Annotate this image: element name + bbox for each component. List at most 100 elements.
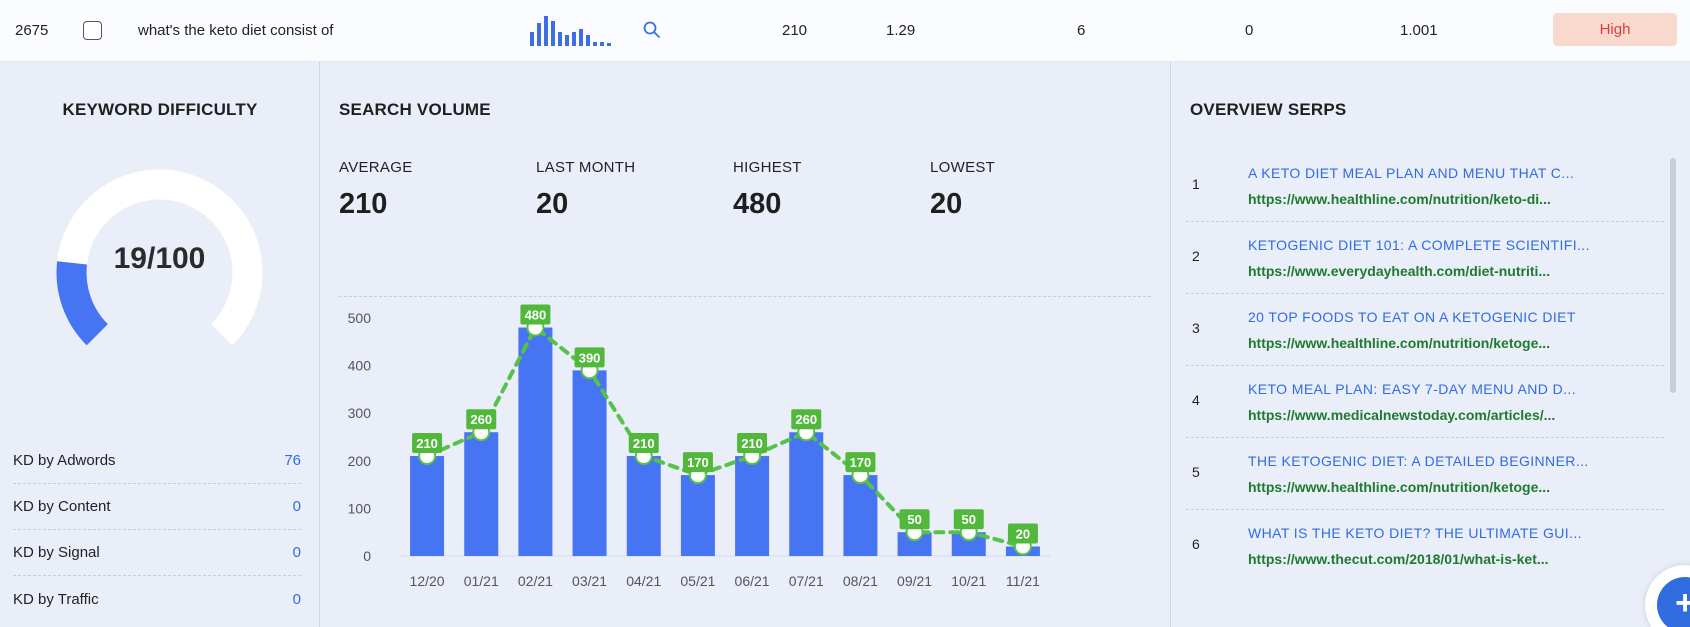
- serp-url[interactable]: https://www.medicalnewstoday.com/article…: [1248, 407, 1556, 423]
- data-label: 480: [525, 308, 547, 323]
- data-label: 210: [416, 436, 438, 451]
- data-label-bg: [1007, 523, 1038, 544]
- serp-rank: 4: [1192, 392, 1200, 408]
- data-label-bg: [520, 304, 551, 325]
- y-tick-label: 400: [348, 358, 372, 374]
- bar: [518, 327, 553, 556]
- serp-title-link[interactable]: KETOGENIC DIET 101: A COMPLETE SCIENTIFI…: [1248, 237, 1590, 253]
- x-tick-label: 10/21: [951, 573, 986, 589]
- data-label-bg: [412, 433, 443, 454]
- serp-url[interactable]: https://www.healthline.com/nutrition/ket…: [1248, 479, 1551, 495]
- x-tick-label: 12/20: [410, 573, 445, 589]
- serp-url[interactable]: https://www.thecut.com/2018/01/what-is-k…: [1248, 551, 1549, 567]
- stat-label: LAST MONTH: [536, 159, 636, 176]
- kd-breakdown: KD by Adwords 76 KD by Content 0 KD by S…: [13, 438, 301, 622]
- serp-url[interactable]: https://www.healthline.com/nutrition/ket…: [1248, 335, 1551, 351]
- search-icon[interactable]: [642, 20, 662, 40]
- x-tick-label: 02/21: [518, 573, 553, 589]
- data-label-bg: [953, 509, 984, 530]
- y-tick-label: 500: [348, 310, 372, 326]
- trend-bar: [607, 43, 611, 46]
- serp-item: 3 20 TOP FOODS TO EAT ON A KETOGENIC DIE…: [1186, 294, 1664, 366]
- y-tick-label: 0: [363, 548, 371, 564]
- row-zero-value: 0: [1245, 22, 1254, 39]
- serp-item: 5 THE KETOGENIC DIET: A DETAILED BEGINNE…: [1186, 438, 1664, 510]
- data-label-bg: [466, 409, 497, 430]
- serp-rank: 1: [1192, 176, 1200, 192]
- serp-title-link[interactable]: WHAT IS THE KETO DIET? THE ULTIMATE GUI.…: [1248, 525, 1582, 541]
- row-keyword[interactable]: what's the keto diet consist of: [138, 22, 334, 39]
- data-label-bg: [845, 452, 876, 473]
- add-fab-button[interactable]: +: [1645, 565, 1690, 627]
- stat-highest: HIGHEST 480: [733, 159, 802, 221]
- row-checkbox[interactable]: [83, 21, 102, 40]
- x-tick-label: 05/21: [680, 573, 715, 589]
- data-label: 390: [579, 350, 601, 365]
- difficulty-badge: High: [1553, 13, 1677, 46]
- trend-bar: [558, 32, 562, 46]
- trend-bar: [530, 32, 534, 46]
- trend-bar: [593, 42, 597, 46]
- trend-bar: [572, 32, 576, 46]
- data-label-bg: [628, 433, 659, 454]
- stat-average: AVERAGE 210: [339, 159, 413, 221]
- kd-item-value: 0: [292, 590, 301, 608]
- search-volume-chart: 0 100 200 300 400 500 12/20 01/21 02/21 03/21 04/2…: [348, 304, 1050, 589]
- serp-list: 1 A KETO DIET MEAL PLAN AND MENU THAT C.…: [1186, 150, 1664, 620]
- x-tick-label: 09/21: [897, 573, 932, 589]
- serp-item: 2 KETOGENIC DIET 101: A COMPLETE SCIENTI…: [1186, 222, 1664, 294]
- bar: [897, 532, 932, 556]
- bar: [626, 456, 661, 556]
- data-label: 20: [1016, 526, 1030, 541]
- trend-sparkline: [530, 14, 611, 46]
- keyword-row: 2675 what's the keto diet consist of 210…: [0, 0, 1690, 62]
- trend-bar: [544, 16, 548, 46]
- y-tick-label: 200: [348, 453, 372, 469]
- kd-score: 19/100: [113, 242, 206, 275]
- trend-bar: [537, 23, 541, 46]
- stat-value: 20: [536, 188, 569, 220]
- bar: [680, 475, 715, 556]
- serp-title: OVERVIEW SERPS: [1190, 100, 1347, 119]
- bar: [572, 370, 607, 556]
- kd-item-adwords: KD by Adwords 76: [13, 438, 301, 484]
- stat-lowest: LOWEST 20: [930, 159, 995, 221]
- stat-last-month: LAST MONTH 20: [536, 159, 635, 221]
- y-tick-label: 300: [348, 405, 372, 421]
- x-tick-label: 08/21: [843, 573, 878, 589]
- serp-url[interactable]: https://www.healthline.com/nutrition/ket…: [1248, 191, 1551, 207]
- trend-line: [425, 324, 1025, 549]
- kd-item-traffic: KD by Traffic 0: [13, 576, 301, 622]
- trend-bar: [579, 29, 583, 46]
- serp-title-link[interactable]: A KETO DIET MEAL PLAN AND MENU THAT C...: [1248, 165, 1575, 181]
- bar: [951, 532, 986, 556]
- stat-value: 20: [930, 188, 963, 220]
- kd-gauge: [56, 169, 263, 346]
- kd-item-value: 76: [284, 452, 301, 469]
- serp-rank: 3: [1192, 320, 1200, 336]
- trend-bar: [565, 35, 569, 46]
- bar: [464, 432, 499, 556]
- serp-item: 4 KETO MEAL PLAN: EASY 7-DAY MENU AND D.…: [1186, 366, 1664, 438]
- data-label: 260: [470, 412, 492, 427]
- trend-bar: [586, 35, 590, 46]
- data-label: 210: [741, 436, 763, 451]
- data-label: 210: [633, 436, 655, 451]
- x-tick-label: 03/21: [572, 573, 607, 589]
- plus-icon: +: [1657, 577, 1690, 627]
- stat-label: HIGHEST: [733, 159, 802, 176]
- serp-url[interactable]: https://www.everydayhealth.com/diet-nutr…: [1248, 263, 1551, 279]
- serp-title-link[interactable]: 20 TOP FOODS TO EAT ON A KETOGENIC DIET: [1248, 309, 1576, 325]
- bar: [789, 432, 824, 556]
- stat-label: LOWEST: [930, 159, 996, 176]
- y-tick-label: 100: [348, 500, 372, 516]
- serp-title-link[interactable]: THE KETOGENIC DIET: A DETAILED BEGINNER.…: [1248, 453, 1589, 469]
- row-ratio: 1.001: [1400, 22, 1438, 39]
- sv-title: SEARCH VOLUME: [339, 100, 491, 119]
- serp-scrollbar[interactable]: [1670, 158, 1676, 393]
- data-label: 260: [795, 412, 817, 427]
- serp-title-link[interactable]: KETO MEAL PLAN: EASY 7-DAY MENU AND D...: [1248, 381, 1576, 397]
- serp-item: 6 WHAT IS THE KETO DIET? THE ULTIMATE GU…: [1186, 510, 1664, 582]
- kd-item-content: KD by Content 0: [13, 484, 301, 530]
- sv-stats: AVERAGE 210 LAST MONTH 20 HIGHEST 480 LO…: [339, 159, 1151, 297]
